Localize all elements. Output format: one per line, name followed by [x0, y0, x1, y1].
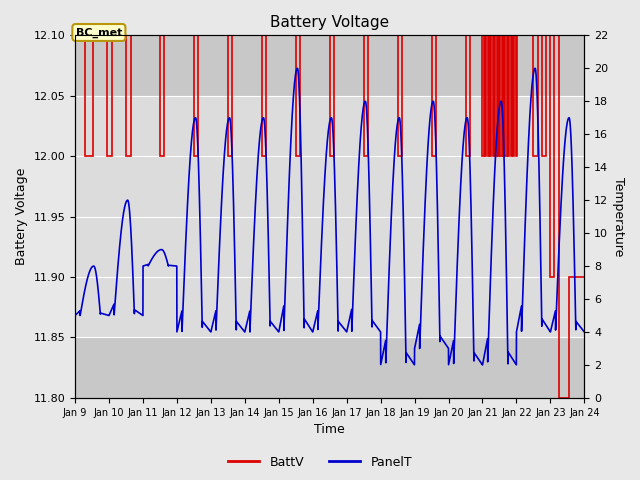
Bar: [75, 96, 584, 337]
Legend: BattV, PanelT: BattV, PanelT: [223, 451, 417, 474]
Title: Battery Voltage: Battery Voltage: [270, 15, 389, 30]
Y-axis label: Battery Voltage: Battery Voltage: [15, 168, 28, 265]
Text: BC_met: BC_met: [76, 27, 122, 37]
X-axis label: Time: Time: [314, 423, 345, 436]
Y-axis label: Temperature: Temperature: [612, 177, 625, 256]
